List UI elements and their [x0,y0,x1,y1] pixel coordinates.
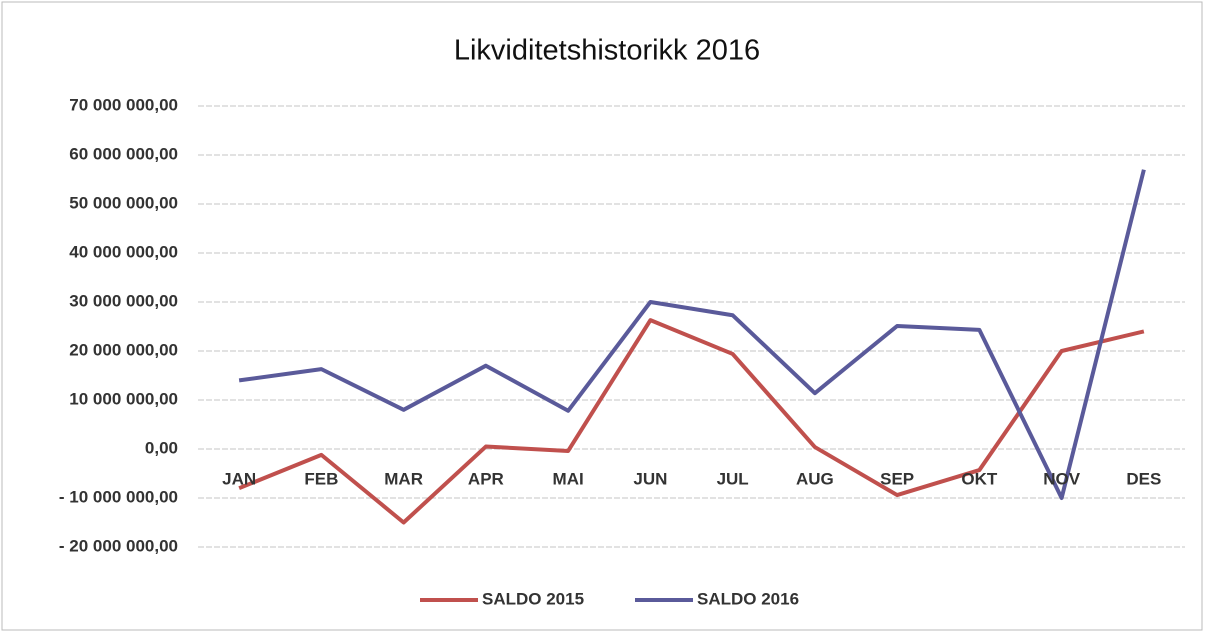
legend-label: SALDO 2016 [697,589,799,608]
x-tick-label: JUN [633,469,667,488]
x-tick-label: APR [468,469,504,488]
y-tick-label: 20 000 000,00 [69,340,178,359]
x-tick-label: OKT [961,469,998,488]
y-tick-label: - 20 000 000,00 [59,536,178,555]
y-tick-label: 30 000 000,00 [69,291,178,310]
y-tick-label: 60 000 000,00 [69,144,178,163]
y-tick-label: - 10 000 000,00 [59,487,178,506]
y-tick-label: 0,00 [145,438,178,457]
legend-label: SALDO 2015 [482,589,584,608]
x-tick-label: DES [1126,469,1161,488]
x-tick-label: MAI [553,469,584,488]
x-tick-label: AUG [796,469,834,488]
chart-title: Likviditetshistorikk 2016 [454,35,760,67]
y-tick-label: 50 000 000,00 [69,193,178,212]
y-tick-label: 70 000 000,00 [69,95,178,114]
y-tick-label: 40 000 000,00 [69,242,178,261]
x-tick-label: NOV [1043,469,1081,488]
x-tick-label: MAR [384,469,423,488]
x-tick-label: JAN [222,469,256,488]
x-tick-label: FEB [304,469,338,488]
series-line [238,169,1146,500]
series-line [238,318,1145,525]
x-tick-label: JUL [717,469,749,488]
y-tick-label: 10 000 000,00 [69,389,178,408]
x-tick-label: SEP [880,469,914,488]
